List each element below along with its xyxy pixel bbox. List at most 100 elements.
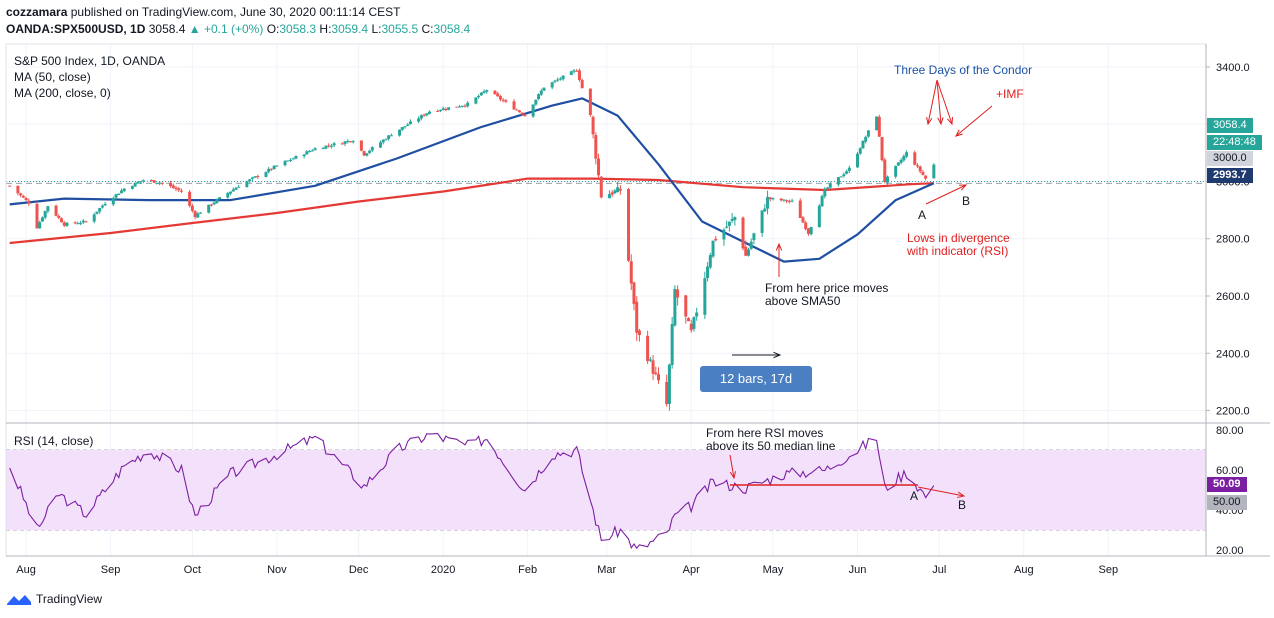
candle-body xyxy=(19,193,23,196)
ma-value-tag: 2993.7 xyxy=(1207,168,1253,183)
candle-body xyxy=(321,148,325,150)
candle-body xyxy=(76,223,80,225)
candle-body xyxy=(575,70,579,72)
candle-body xyxy=(826,187,830,189)
candle-body xyxy=(665,381,669,405)
candle-body xyxy=(359,140,363,151)
candle-body xyxy=(351,141,355,143)
candle-body xyxy=(877,116,881,137)
candle-body xyxy=(346,140,350,142)
bars-range-box[interactable]: 12 bars, 17d xyxy=(700,366,812,392)
candle-body xyxy=(618,188,622,191)
candle-body xyxy=(84,221,88,223)
legend-ma50[interactable]: MA (50, close) xyxy=(14,70,91,84)
candle-body xyxy=(264,172,268,177)
candle-body xyxy=(531,104,535,117)
candle-body xyxy=(915,165,919,167)
candle-body xyxy=(918,166,922,172)
candle-body xyxy=(703,278,707,315)
candle-body xyxy=(858,148,862,154)
candle-body xyxy=(35,203,39,229)
candle-body xyxy=(269,168,273,170)
candle-body xyxy=(152,180,156,183)
condor-arrow-3 xyxy=(936,79,953,125)
candle-body xyxy=(283,161,287,166)
candle-body xyxy=(924,175,928,179)
sma50-arrow-head xyxy=(775,242,783,251)
condor-arrow-3-head xyxy=(946,116,953,126)
last-price: 3058.4 xyxy=(148,22,186,36)
candle-body xyxy=(370,147,374,151)
candle-body xyxy=(95,211,99,214)
candle-body xyxy=(466,102,470,107)
candle-body xyxy=(79,222,83,224)
candle-body xyxy=(245,181,249,188)
countdown-tag: 22:48:48 xyxy=(1207,135,1262,150)
candle-body xyxy=(389,135,393,137)
candle-body xyxy=(436,110,440,112)
legend-title[interactable]: S&P 500 Index, 1D, OANDA xyxy=(14,54,166,68)
candle-body xyxy=(588,88,592,115)
publisher-name[interactable]: cozzamara xyxy=(6,5,68,19)
candle-body xyxy=(477,95,481,98)
time-tick-label: Nov xyxy=(267,564,287,576)
candle-body xyxy=(305,151,309,155)
time-tick-label: Dec xyxy=(349,564,369,576)
rsi-line xyxy=(9,433,935,550)
candle-body xyxy=(24,198,28,201)
candle-body xyxy=(515,109,519,111)
condor-arrow-2 xyxy=(936,79,942,125)
imf-arrow-head xyxy=(955,129,963,137)
candle-body xyxy=(613,190,617,194)
candle-body xyxy=(160,182,164,184)
footer-brand[interactable]: TradingView xyxy=(36,592,103,606)
imf-arrow xyxy=(955,105,993,137)
candle-body xyxy=(610,192,614,195)
candle-body xyxy=(114,194,118,198)
candle-body xyxy=(498,95,502,100)
candle-body xyxy=(111,198,115,205)
candle-body xyxy=(40,217,44,222)
candle-body xyxy=(749,241,753,249)
candle-body xyxy=(343,141,347,144)
candle-body xyxy=(38,222,42,229)
candle-body xyxy=(340,143,344,145)
candle-body xyxy=(256,176,260,178)
candle-body xyxy=(520,112,524,115)
price-tick-label: 3400.0 xyxy=(1216,62,1250,74)
candle-body xyxy=(324,145,328,149)
time-tick-label: Aug xyxy=(16,564,36,576)
axes: 2200.02400.02600.02800.03000.03200.03400… xyxy=(5,43,1270,576)
candle-body xyxy=(616,187,620,193)
candle-body xyxy=(387,135,391,140)
time-tick-label: Apr xyxy=(683,564,700,576)
ma50-path xyxy=(9,97,935,263)
tradingview-logo-icon xyxy=(7,595,31,605)
time-tick-label: Sep xyxy=(1099,564,1119,576)
candle-body xyxy=(913,152,917,165)
candle-body xyxy=(141,180,145,182)
candle-body xyxy=(801,217,805,223)
candle-body xyxy=(692,317,696,329)
candle-body xyxy=(537,94,541,100)
candle-body xyxy=(493,90,497,95)
legend-ma200[interactable]: MA (200, close, 0) xyxy=(14,86,111,100)
candle-body xyxy=(428,111,432,114)
lows-divergence-annotation: Lows in divergence with indicator (RSI) xyxy=(907,232,1010,258)
candle-body xyxy=(275,165,279,167)
price-divergence-arrow-head xyxy=(958,184,968,191)
candle-body xyxy=(787,200,791,202)
rsi-legend[interactable]: RSI (14, close) xyxy=(14,434,94,448)
candle-body xyxy=(864,137,868,142)
candle-body xyxy=(308,151,312,153)
candle-body xyxy=(594,135,598,159)
candle-body xyxy=(670,324,674,366)
rsi-annotation-line1: From here RSI moves xyxy=(706,426,824,440)
candle-body xyxy=(896,162,900,166)
high-value: 3059.4 xyxy=(331,22,369,36)
bars-range-arrow-head xyxy=(773,351,782,359)
time-tick-label: Sep xyxy=(101,564,121,576)
candle-body xyxy=(81,220,85,223)
condor-annotation: Three Days of the Condor xyxy=(894,63,1033,77)
